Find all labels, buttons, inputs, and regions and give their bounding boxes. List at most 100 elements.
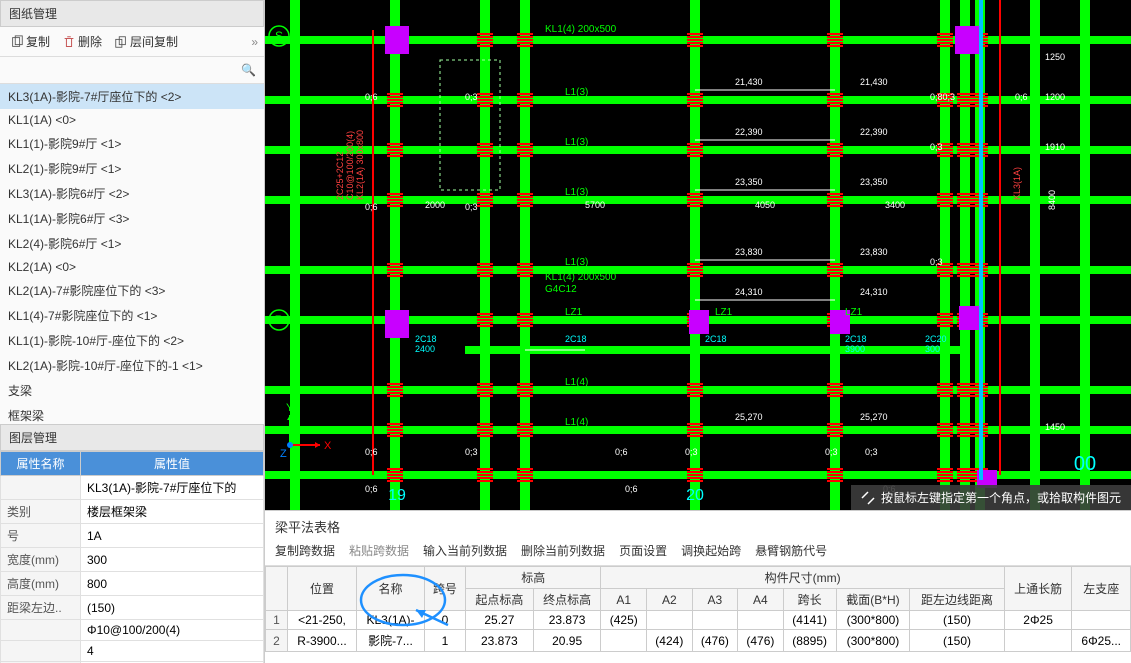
status-tip: 按鼠标左键指定第一个角点，或拾取构件图元 — [851, 485, 1131, 510]
layer-mgmt-header: 图层管理 — [0, 424, 264, 451]
table-row[interactable]: 2R-3900...影院-7...123.87320.95(424)(476)(… — [266, 630, 1131, 652]
tree-item[interactable]: KL1(1)-影院-10#厅-座位下的 <2> — [0, 328, 264, 353]
prop-value[interactable]: 楼层框架梁 — [81, 500, 264, 524]
table-tool-btn[interactable]: 粘贴跨数据 — [349, 542, 409, 559]
tree-item[interactable]: KL2(4)-影院6#厅 <1> — [0, 231, 264, 256]
table-tool-btn[interactable]: 删除当前列数据 — [521, 542, 605, 559]
svg-text:19: 19 — [388, 487, 406, 504]
svg-text:0;6: 0;6 — [365, 447, 378, 457]
table-tool-btn[interactable]: 输入当前列数据 — [423, 542, 507, 559]
beam-table-panel: 梁平法表格 复制跨数据粘贴跨数据输入当前列数据删除当前列数据页面设置调换起始跨悬… — [265, 510, 1131, 663]
th[interactable]: 跨号 — [424, 567, 465, 611]
prop-value[interactable]: Φ10@100/200(4) — [81, 620, 264, 641]
prop-value[interactable]: 300 — [81, 548, 264, 572]
svg-text:KL1(4) 200x500: KL1(4) 200x500 — [545, 272, 617, 283]
prop-value[interactable]: KL3(1A)-影院-7#厅座位下的 — [81, 476, 264, 500]
search-row: 🔍 — [0, 57, 264, 84]
th-sub[interactable]: A2 — [647, 589, 693, 611]
beam-table-title: 梁平法表格 — [265, 511, 1131, 540]
svg-text:24,310: 24,310 — [860, 287, 888, 297]
floor-copy-icon — [114, 35, 128, 49]
svg-text:21,430: 21,430 — [860, 77, 888, 87]
prop-value[interactable]: (150) — [81, 596, 264, 620]
svg-text:23,830: 23,830 — [860, 247, 888, 257]
svg-text:LZ1: LZ1 — [565, 307, 583, 318]
svg-text:22,390: 22,390 — [860, 127, 888, 137]
svg-text:L1(4): L1(4) — [565, 377, 588, 388]
table-tool-btn[interactable]: 悬臂钢筋代号 — [755, 542, 827, 559]
tree-item[interactable]: KL2(1A) <0> — [0, 256, 264, 278]
svg-text:2C18: 2C18 — [415, 334, 437, 344]
svg-text:22,390: 22,390 — [735, 127, 763, 137]
th[interactable]: 位置 — [287, 567, 356, 611]
prop-value[interactable]: 800 — [81, 572, 264, 596]
svg-text:00: 00 — [1074, 453, 1096, 475]
tree-item[interactable]: KL2(1A)-7#影院座位下的 <3> — [0, 278, 264, 303]
prop-key: 高度(mm) — [1, 572, 81, 596]
svg-text:5700: 5700 — [585, 200, 605, 210]
th-sub[interactable]: A3 — [692, 589, 738, 611]
svg-text:0;3: 0;3 — [685, 447, 698, 457]
tree-item[interactable]: KL1(4)-7#影院座位下的 <1> — [0, 303, 264, 328]
prop-key: 类别 — [1, 500, 81, 524]
tree-item[interactable]: KL1(1A) <0> — [0, 109, 264, 131]
th[interactable]: 名称 — [357, 567, 425, 611]
svg-text:3900: 3900 — [845, 344, 865, 354]
table-tool-btn[interactable]: 调换起始跨 — [681, 542, 741, 559]
svg-text:X: X — [324, 440, 332, 452]
th[interactable]: 构件尺寸(mm) — [601, 567, 1004, 589]
cad-viewport[interactable]: L1(3) L1(3) L1(3) L1(3) L1(4) L1(4) LZ1 … — [265, 0, 1131, 510]
svg-text:2C18: 2C18 — [845, 334, 867, 344]
svg-text:C10@100/200(4): C10@100/200(4) — [345, 131, 355, 200]
delete-button[interactable]: 删除 — [58, 31, 106, 52]
th[interactable]: 左支座 — [1072, 567, 1131, 611]
table-tool-btn[interactable]: 页面设置 — [619, 542, 667, 559]
table-tool-btn[interactable]: 复制跨数据 — [275, 542, 335, 559]
copy-button[interactable]: 复制 — [6, 31, 54, 52]
th[interactable]: 上通长筋 — [1004, 567, 1072, 611]
tree-item[interactable]: 支梁 — [0, 378, 264, 403]
prop-key: 距梁左边.. — [1, 596, 81, 620]
beam-data-table[interactable]: 位置名称跨号标高构件尺寸(mm)上通长筋左支座起点标高终点标高A1A2A3A4跨… — [265, 566, 1131, 652]
svg-text:S: S — [275, 29, 283, 43]
th-sub[interactable]: A4 — [738, 589, 784, 611]
floor-copy-button[interactable]: 层间复制 — [110, 31, 182, 52]
tree-item[interactable]: KL3(1A)-影院6#厅 <2> — [0, 181, 264, 206]
th-sub[interactable]: A1 — [601, 589, 647, 611]
tree-item[interactable]: KL2(1)-影院9#厅 <1> — [0, 156, 264, 181]
th-sub[interactable]: 起点标高 — [465, 589, 533, 611]
svg-text:300: 300 — [925, 344, 940, 354]
tree-item[interactable]: KL1(1)-影院9#厅 <1> — [0, 131, 264, 156]
search-icon[interactable]: 🔍 — [241, 63, 256, 77]
prop-value[interactable]: 1A — [81, 524, 264, 548]
search-input[interactable] — [4, 61, 260, 79]
th-sub[interactable]: 截面(B*H) — [836, 589, 910, 611]
delete-label: 删除 — [78, 33, 102, 50]
svg-text:R: R — [275, 313, 284, 327]
th[interactable]: 标高 — [465, 567, 601, 589]
tree-item[interactable]: KL2(1A)-影院-10#厅-座位下的-1 <1> — [0, 353, 264, 378]
svg-text:0;3: 0;3 — [930, 142, 943, 152]
svg-text:0;3: 0;3 — [930, 257, 943, 267]
drawing-mgmt-header: 图纸管理 — [0, 0, 264, 27]
tree-item[interactable]: 框架梁 — [0, 403, 264, 424]
tree-item[interactable]: KL3(1A)-影院-7#厅座位下的 <2> — [0, 84, 264, 109]
svg-text:1250: 1250 — [1045, 52, 1065, 62]
table-row[interactable]: 1<21-250,KL3(1A)-025.2723.873(425)(4141)… — [266, 611, 1131, 630]
prop-key: 宽度(mm) — [1, 548, 81, 572]
tree-item[interactable]: KL1(1A)-影院6#厅 <3> — [0, 206, 264, 231]
svg-text:23,830: 23,830 — [735, 247, 763, 257]
svg-text:1910: 1910 — [1045, 142, 1065, 152]
status-tip-text: 按鼠标左键指定第一个角点，或拾取构件图元 — [881, 489, 1121, 506]
svg-text:G4C12: G4C12 — [545, 284, 577, 295]
prop-value[interactable]: 4 — [81, 641, 264, 662]
svg-text:25,270: 25,270 — [735, 412, 763, 422]
th-sub[interactable]: 终点标高 — [533, 589, 601, 611]
th-sub[interactable]: 跨长 — [783, 589, 836, 611]
more-icon[interactable]: » — [251, 35, 258, 49]
expand-icon[interactable] — [861, 491, 875, 505]
th-sub[interactable]: 距左边线距离 — [910, 589, 1004, 611]
svg-text:L1(3): L1(3) — [565, 187, 588, 198]
svg-text:23,350: 23,350 — [735, 177, 763, 187]
property-table: 属性名称 属性值 KL3(1A)-影院-7#厅座位下的类别楼层框架梁号1A宽度(… — [0, 451, 264, 663]
